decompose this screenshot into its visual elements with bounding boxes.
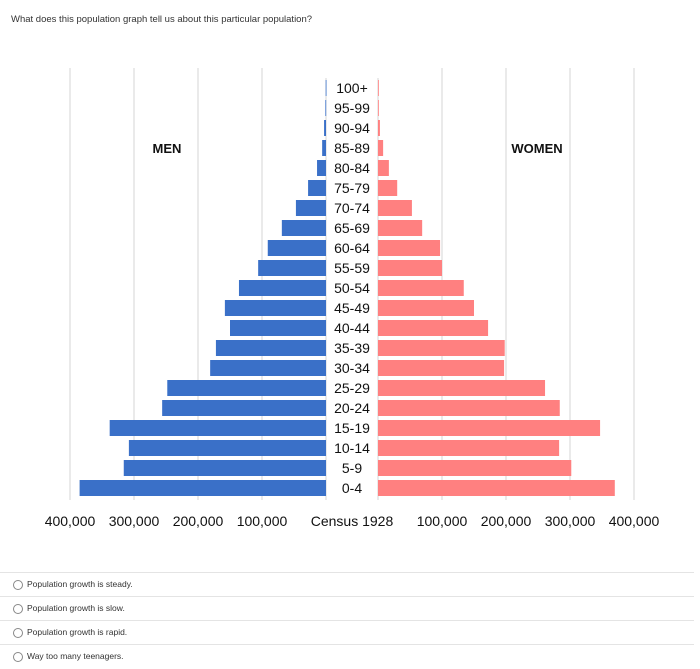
bar-men-5-9 xyxy=(123,460,326,476)
bar-men-60-64 xyxy=(267,240,326,256)
bar-women-25-29 xyxy=(378,380,546,396)
x-tick-men: 400,000 xyxy=(45,513,96,529)
age-label-45-49: 45-49 xyxy=(334,300,370,316)
age-label-95-99: 95-99 xyxy=(334,100,370,116)
age-label-100+: 100+ xyxy=(336,80,368,96)
bar-men-30-34 xyxy=(210,360,326,376)
x-tick-men: 100,000 xyxy=(237,513,288,529)
answer-option-teenagers[interactable]: Way too many teenagers. xyxy=(0,644,694,669)
population-pyramid-chart: 0-4 5-9 10-14 15-19 20-24 25-29 30-34 35-39 40-4… xyxy=(45,68,660,529)
age-label-0-4: 0-4 xyxy=(342,480,362,496)
age-label-90-94: 90-94 xyxy=(334,120,370,136)
age-label-80-84: 80-84 xyxy=(334,160,370,176)
bar-men-65-69 xyxy=(281,220,326,236)
age-label-15-19: 15-19 xyxy=(334,420,370,436)
age-label-5-9: 5-9 xyxy=(342,460,362,476)
bar-men-25-29 xyxy=(167,380,326,396)
bar-women-50-54 xyxy=(378,280,464,296)
radio-button[interactable] xyxy=(13,580,23,590)
x-tick-women: 100,000 xyxy=(417,513,468,529)
radio-button[interactable] xyxy=(13,628,23,638)
bar-women-85-89 xyxy=(378,140,384,156)
option-label: Population growth is slow. xyxy=(27,603,125,613)
x-tick-women: 200,000 xyxy=(481,513,532,529)
bar-men-15-19 xyxy=(109,420,327,436)
legend-men: MEN xyxy=(153,141,182,156)
census-label: Census 1928 xyxy=(311,513,394,529)
bar-men-20-24 xyxy=(162,400,326,416)
bar-men-35-39 xyxy=(215,340,326,356)
option-label: Population growth is rapid. xyxy=(27,627,128,637)
x-tick-women: 400,000 xyxy=(609,513,660,529)
bar-women-45-49 xyxy=(378,300,474,316)
bar-women-90-94 xyxy=(378,120,380,136)
age-label-25-29: 25-29 xyxy=(334,380,370,396)
radio-button[interactable] xyxy=(13,604,23,614)
x-tick-men: 200,000 xyxy=(173,513,224,529)
bar-men-10-14 xyxy=(128,440,326,456)
bar-men-0-4 xyxy=(79,480,326,496)
bar-men-100+ xyxy=(325,80,327,96)
question-text: What does this population graph tell us … xyxy=(11,14,313,25)
age-label-20-24: 20-24 xyxy=(334,400,370,416)
bar-men-55-59 xyxy=(258,260,326,276)
bar-women-20-24 xyxy=(378,400,560,416)
option-label: Population growth is steady. xyxy=(27,579,133,589)
bar-women-70-74 xyxy=(378,200,412,216)
x-tick-women: 300,000 xyxy=(545,513,596,529)
bar-men-75-79 xyxy=(308,180,326,196)
bar-women-100+ xyxy=(378,80,379,96)
bar-men-85-89 xyxy=(322,140,326,156)
bar-women-75-79 xyxy=(378,180,398,196)
bar-women-0-4 xyxy=(378,480,615,496)
bar-women-10-14 xyxy=(378,440,560,456)
age-label-60-64: 60-64 xyxy=(334,240,370,256)
bar-women-65-69 xyxy=(378,220,423,236)
age-label-75-79: 75-79 xyxy=(334,180,370,196)
bar-men-45-49 xyxy=(224,300,326,316)
age-label-35-39: 35-39 xyxy=(334,340,370,356)
age-label-40-44: 40-44 xyxy=(334,320,370,336)
age-label-55-59: 55-59 xyxy=(334,260,370,276)
bar-women-55-59 xyxy=(378,260,442,276)
age-label-30-34: 30-34 xyxy=(334,360,370,376)
bar-women-40-44 xyxy=(378,320,489,336)
bar-women-30-34 xyxy=(378,360,505,376)
bar-women-95-99 xyxy=(378,100,379,116)
bar-women-60-64 xyxy=(378,240,441,256)
legend-women: WOMEN xyxy=(511,141,562,156)
answer-option-slow[interactable]: Population growth is slow. xyxy=(0,596,694,621)
bar-men-90-94 xyxy=(324,120,326,136)
age-label-65-69: 65-69 xyxy=(334,220,370,236)
bar-men-95-99 xyxy=(325,100,327,116)
bar-women-15-19 xyxy=(378,420,601,436)
bar-men-80-84 xyxy=(317,160,326,176)
age-label-10-14: 10-14 xyxy=(334,440,370,456)
bar-women-80-84 xyxy=(378,160,389,176)
age-label-70-74: 70-74 xyxy=(334,200,370,216)
bar-men-50-54 xyxy=(238,280,326,296)
age-label-50-54: 50-54 xyxy=(334,280,370,296)
x-tick-men: 300,000 xyxy=(109,513,160,529)
answer-option-rapid[interactable]: Population growth is rapid. xyxy=(0,620,694,645)
bar-women-5-9 xyxy=(378,460,572,476)
answer-option-steady[interactable]: Population growth is steady. xyxy=(0,572,694,597)
age-label-85-89: 85-89 xyxy=(334,140,370,156)
bar-women-35-39 xyxy=(378,340,505,356)
radio-button[interactable] xyxy=(13,652,23,662)
option-label: Way too many teenagers. xyxy=(27,651,124,661)
bar-men-40-44 xyxy=(230,320,326,336)
bar-men-70-74 xyxy=(295,200,326,216)
